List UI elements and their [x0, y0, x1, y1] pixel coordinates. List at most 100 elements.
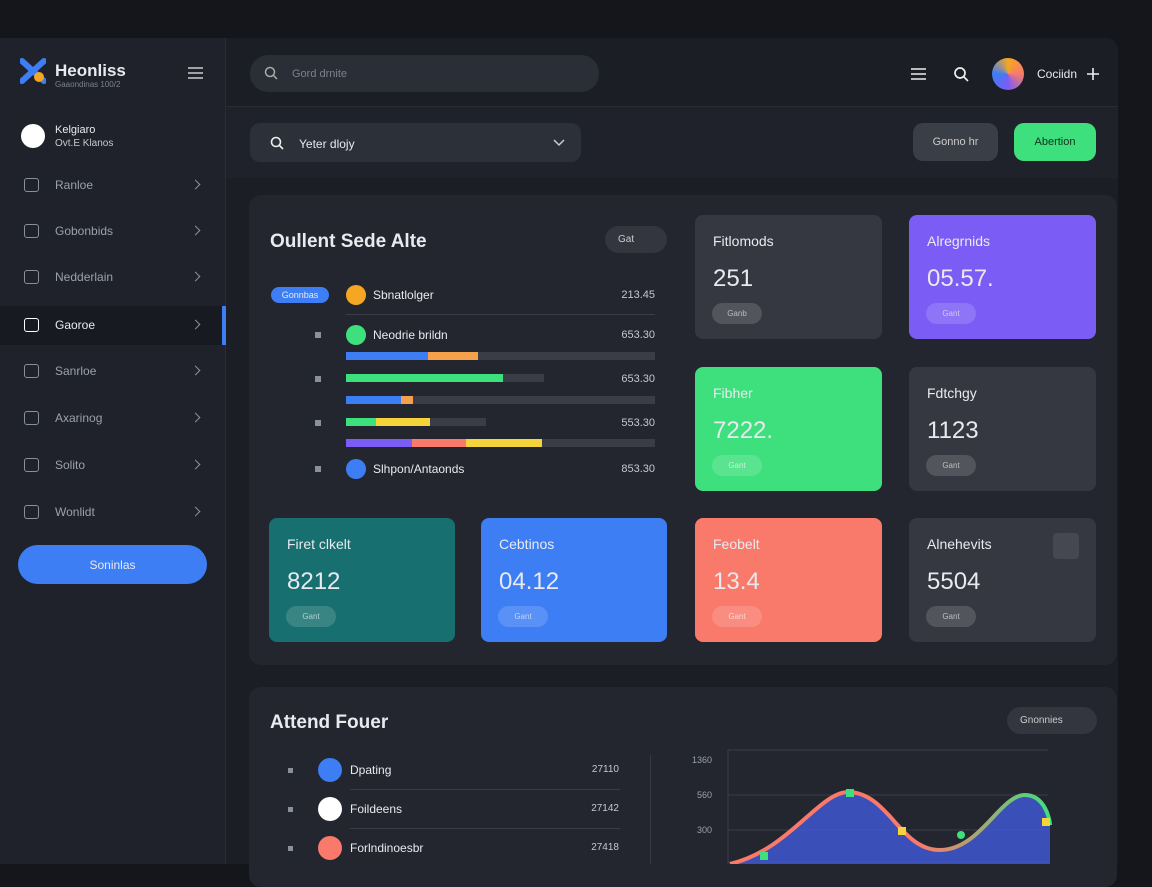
item-label: Dpating	[350, 763, 392, 777]
panel-button[interactable]: Gat	[605, 226, 667, 253]
bullet	[315, 376, 321, 382]
card-label: Firet clkelt	[287, 536, 351, 552]
card-pill[interactable]: Ganb	[712, 303, 762, 324]
sidebar-button[interactable]: Soninlas	[18, 545, 207, 584]
menu-icon[interactable]	[911, 68, 926, 80]
bar-segment	[346, 396, 401, 404]
panel-title: Attend Fouer	[270, 712, 389, 733]
nav-item[interactable]: Ranloe	[55, 178, 94, 192]
bullet	[288, 807, 293, 812]
bullet	[288, 846, 293, 851]
page: Heonliss Gaaondinas 100/2 Kelgiaro Ovt.E…	[0, 38, 1118, 887]
toolbar-button[interactable]: Gonno hr	[913, 123, 998, 161]
bar-segment	[346, 418, 376, 426]
card-label: Fitlomods	[713, 233, 774, 249]
stat-card	[269, 518, 455, 642]
search-icon[interactable]	[953, 66, 969, 82]
bullet	[288, 768, 293, 773]
card-icon	[1053, 533, 1079, 559]
item-label: Neodrie brildn	[373, 328, 448, 342]
y-tick-label: 300	[696, 825, 712, 835]
item-label: Foildeens	[350, 802, 403, 816]
panel-button[interactable]: Gnonnies	[1007, 707, 1097, 734]
stat-card	[695, 215, 882, 339]
stat-card	[909, 367, 1096, 491]
bullet	[315, 332, 321, 338]
avatar	[346, 325, 366, 345]
card-value: 8212	[287, 568, 341, 595]
card-pill[interactable]: Gant	[926, 303, 976, 324]
y-tick-label: 560	[696, 790, 712, 800]
stat-card	[695, 518, 882, 642]
select-label: Yeter dlojy	[299, 137, 355, 151]
bar-segment	[346, 352, 428, 360]
nav-icon	[24, 411, 39, 425]
divider	[650, 755, 651, 864]
card-value: 04.12	[499, 568, 560, 595]
divider	[346, 314, 655, 315]
nav-item[interactable]: Gaoroe	[55, 318, 96, 332]
item-label: Forlndinoesbr	[350, 841, 424, 855]
card-value: 7222.	[713, 417, 774, 444]
nav-icon	[24, 178, 39, 192]
search-icon	[270, 136, 284, 150]
nav-icon	[24, 458, 39, 472]
nav-item[interactable]: Nedderlain	[55, 270, 114, 284]
user-avatar	[21, 124, 45, 148]
brand: Heonliss	[55, 61, 126, 80]
bullet	[315, 466, 321, 472]
bar-segment	[412, 439, 466, 447]
item-label: Slhpon/Antaonds	[373, 462, 465, 476]
select[interactable]	[250, 123, 581, 162]
item-value: 653.30	[621, 329, 655, 341]
nav-item[interactable]: Gobonbids	[55, 224, 114, 238]
card-value: 251	[713, 265, 754, 292]
item-value: 553.30	[621, 417, 655, 429]
bar-segment	[466, 439, 542, 447]
nav-item[interactable]: Sanrloe	[55, 364, 97, 378]
card-label: Fibher	[713, 385, 753, 401]
card-pill[interactable]: Gant	[712, 455, 762, 476]
divider	[350, 789, 620, 790]
item-value: 853.30	[621, 463, 655, 475]
nav-icon	[24, 270, 39, 284]
item-label: Sbnatlolger	[373, 288, 434, 302]
nav-item[interactable]: Solito	[55, 458, 86, 472]
bullet	[315, 420, 321, 426]
bar-segment	[428, 352, 478, 360]
nav-item[interactable]: Axarinog	[55, 411, 103, 425]
search-box[interactable]	[250, 55, 599, 92]
tagline: Gaaondinas 100/2	[55, 80, 121, 89]
avatar	[318, 797, 342, 821]
add-icon[interactable]	[1087, 68, 1099, 80]
bar-segment	[401, 396, 413, 404]
item-value: 213.45	[621, 289, 655, 301]
card-label: Fdtchgy	[927, 385, 977, 401]
search-icon	[264, 66, 278, 80]
nav-item[interactable]: Wonlidt	[55, 505, 95, 519]
sidebar	[0, 38, 226, 864]
card-pill[interactable]: Gant	[286, 606, 336, 627]
card-pill[interactable]: Gant	[712, 606, 762, 627]
stat-card	[695, 367, 882, 491]
card-pill[interactable]: Gant	[926, 606, 976, 627]
logo	[20, 58, 46, 84]
card-pill[interactable]: Gant	[926, 455, 976, 476]
nav-icon	[24, 224, 39, 238]
menu-icon[interactable]	[188, 67, 203, 79]
toolbar-button[interactable]: Abertion	[1014, 123, 1096, 161]
header-user: Cociidn	[1037, 67, 1078, 81]
avatar	[318, 836, 342, 860]
stat-card	[909, 215, 1096, 339]
card-label: Alnehevits	[927, 536, 992, 552]
card-pill[interactable]: Gant	[498, 606, 548, 627]
area-chart	[727, 749, 1052, 864]
search-placeholder: Gord drnite	[292, 68, 348, 80]
card-value: 1123	[927, 417, 979, 444]
card-value: 13.4	[713, 568, 760, 595]
user-role: Ovt.E Klanos	[55, 138, 114, 149]
card-label: Feobelt	[713, 536, 760, 552]
header-avatar[interactable]	[992, 58, 1024, 90]
card-value: 05.57.	[927, 265, 994, 292]
bar-track	[346, 352, 655, 360]
